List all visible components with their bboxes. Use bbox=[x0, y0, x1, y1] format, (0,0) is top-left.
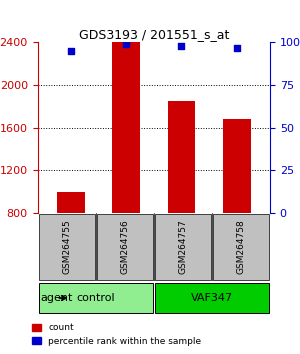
Point bbox=[179, 43, 184, 49]
Point bbox=[124, 41, 128, 47]
Text: agent: agent bbox=[40, 293, 73, 303]
Text: GSM264756: GSM264756 bbox=[120, 219, 129, 274]
FancyBboxPatch shape bbox=[213, 214, 269, 280]
Bar bbox=[223, 119, 250, 213]
Bar bbox=[57, 192, 85, 213]
FancyBboxPatch shape bbox=[39, 283, 153, 313]
Text: GSM264757: GSM264757 bbox=[178, 219, 187, 274]
Text: GSM264758: GSM264758 bbox=[236, 219, 245, 274]
Text: VAF347: VAF347 bbox=[191, 293, 233, 303]
FancyBboxPatch shape bbox=[97, 214, 153, 280]
Text: GSM264755: GSM264755 bbox=[62, 219, 71, 274]
Point bbox=[68, 48, 73, 54]
Point bbox=[234, 45, 239, 50]
FancyBboxPatch shape bbox=[155, 214, 211, 280]
Legend: count, percentile rank within the sample: count, percentile rank within the sample bbox=[28, 320, 205, 349]
Bar bbox=[168, 101, 195, 213]
Title: GDS3193 / 201551_s_at: GDS3193 / 201551_s_at bbox=[79, 28, 229, 41]
Bar bbox=[112, 42, 140, 213]
FancyBboxPatch shape bbox=[155, 283, 269, 313]
Text: control: control bbox=[76, 293, 115, 303]
FancyBboxPatch shape bbox=[39, 214, 94, 280]
